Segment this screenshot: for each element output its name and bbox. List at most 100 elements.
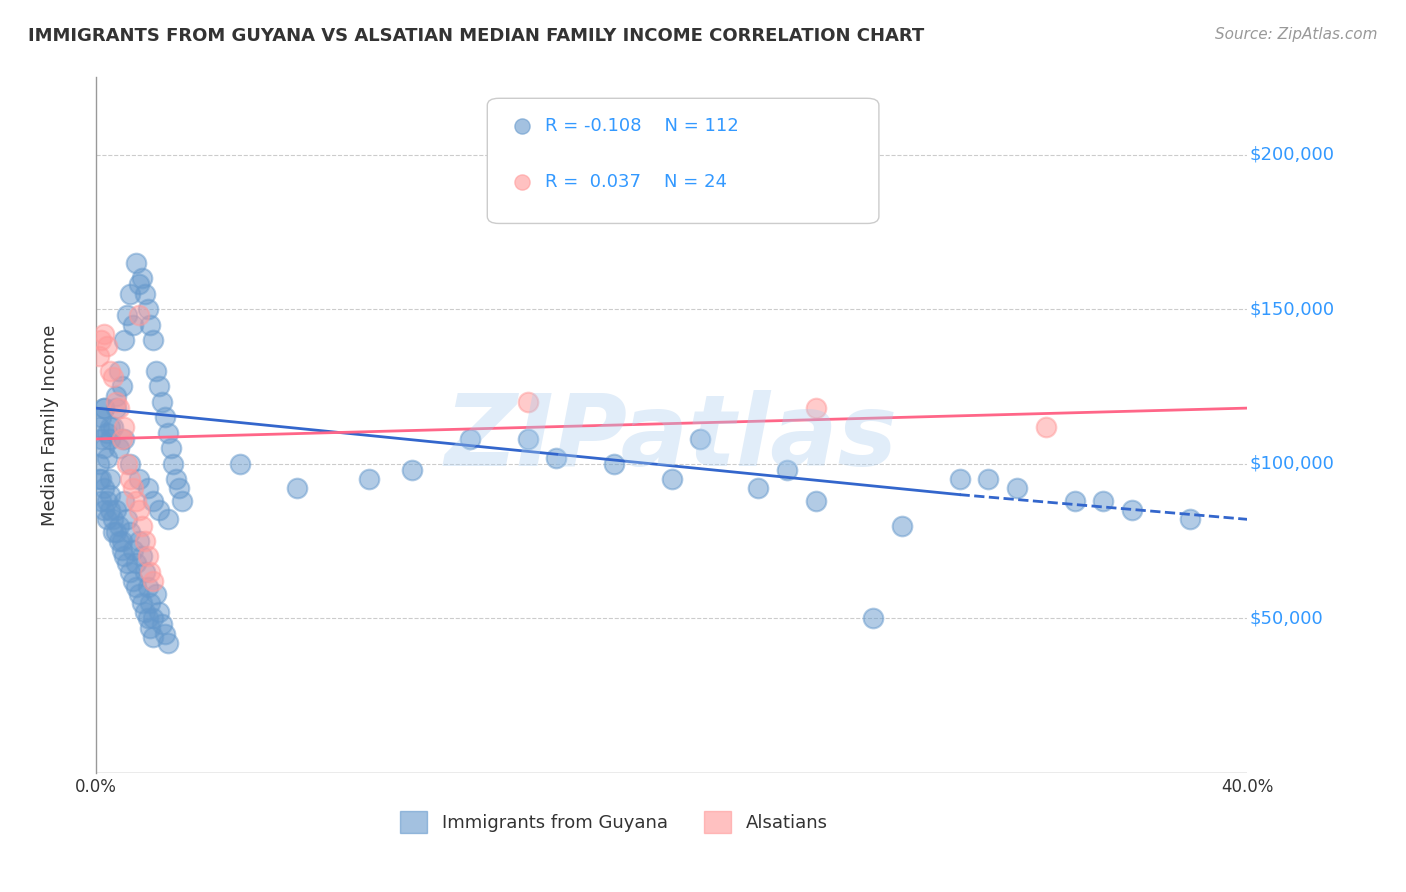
- Point: [87, 349, 110, 363]
- Point: [977, 472, 1000, 486]
- Point: [125, 493, 148, 508]
- Point: [128, 503, 150, 517]
- Text: R =  0.037    N = 24: R = 0.037 N = 24: [546, 173, 727, 191]
- Text: $100,000: $100,000: [1250, 455, 1334, 473]
- Point: [131, 271, 153, 285]
- Point: [145, 364, 167, 378]
- Point: [131, 549, 153, 564]
- Point: [96, 425, 118, 440]
- Point: [804, 401, 827, 416]
- Point: [96, 493, 118, 508]
- Point: [165, 472, 187, 486]
- Point: [776, 463, 799, 477]
- Point: [134, 605, 156, 619]
- Point: [98, 364, 121, 378]
- Text: IMMIGRANTS FROM GUYANA VS ALSATIAN MEDIAN FAMILY INCOME CORRELATION CHART: IMMIGRANTS FROM GUYANA VS ALSATIAN MEDIA…: [28, 27, 924, 45]
- Point: [1035, 419, 1057, 434]
- Point: [93, 326, 115, 341]
- Point: [128, 586, 150, 600]
- FancyBboxPatch shape: [488, 98, 879, 224]
- Point: [142, 630, 165, 644]
- Point: [148, 605, 170, 619]
- Point: [107, 518, 129, 533]
- Point: [131, 518, 153, 533]
- Point: [111, 533, 134, 548]
- Point: [96, 450, 118, 465]
- Point: [114, 432, 136, 446]
- Point: [862, 611, 884, 625]
- Point: [1150, 765, 1173, 780]
- Point: [104, 524, 127, 539]
- Point: [90, 472, 112, 486]
- Point: [87, 472, 110, 486]
- Point: [96, 339, 118, 353]
- Point: [122, 543, 145, 558]
- Point: [98, 503, 121, 517]
- Point: [128, 277, 150, 292]
- Point: [122, 574, 145, 589]
- Point: [107, 533, 129, 548]
- Point: [117, 512, 139, 526]
- Point: [128, 309, 150, 323]
- Point: [90, 333, 112, 347]
- Point: [120, 472, 142, 486]
- Point: [1063, 493, 1085, 508]
- Point: [153, 410, 176, 425]
- Point: [114, 493, 136, 508]
- Point: [93, 503, 115, 517]
- Point: [747, 482, 769, 496]
- Point: [148, 379, 170, 393]
- Point: [96, 512, 118, 526]
- Point: [131, 596, 153, 610]
- Point: [125, 256, 148, 270]
- Point: [139, 596, 162, 610]
- Point: [134, 565, 156, 579]
- Point: [107, 401, 129, 416]
- Point: [128, 472, 150, 486]
- Point: [603, 457, 626, 471]
- Point: [458, 432, 481, 446]
- Text: $50,000: $50,000: [1250, 609, 1323, 627]
- Point: [104, 395, 127, 409]
- Text: ZIPatlas: ZIPatlas: [446, 391, 898, 488]
- Point: [93, 401, 115, 416]
- Text: Source: ZipAtlas.com: Source: ZipAtlas.com: [1215, 27, 1378, 42]
- Point: [98, 472, 121, 486]
- Point: [516, 395, 538, 409]
- Point: [117, 556, 139, 570]
- Point: [1150, 765, 1173, 780]
- Point: [159, 442, 181, 456]
- Point: [117, 457, 139, 471]
- Point: [162, 457, 184, 471]
- Text: $200,000: $200,000: [1250, 145, 1334, 164]
- Point: [139, 318, 162, 332]
- Point: [156, 425, 179, 440]
- Point: [104, 401, 127, 416]
- Point: [120, 286, 142, 301]
- Point: [90, 493, 112, 508]
- Point: [104, 503, 127, 517]
- Point: [114, 419, 136, 434]
- Point: [87, 457, 110, 471]
- Point: [101, 512, 124, 526]
- Point: [1005, 482, 1028, 496]
- Point: [111, 543, 134, 558]
- Point: [948, 472, 970, 486]
- Point: [156, 636, 179, 650]
- Point: [516, 432, 538, 446]
- Point: [172, 493, 194, 508]
- Point: [689, 432, 711, 446]
- Point: [228, 457, 250, 471]
- Point: [111, 432, 134, 446]
- Point: [128, 533, 150, 548]
- Point: [101, 370, 124, 384]
- Point: [804, 493, 827, 508]
- Point: [139, 565, 162, 579]
- Point: [136, 549, 159, 564]
- Point: [150, 395, 173, 409]
- Point: [142, 333, 165, 347]
- Point: [139, 620, 162, 634]
- Point: [93, 401, 115, 416]
- Point: [125, 556, 148, 570]
- Text: $150,000: $150,000: [1250, 301, 1334, 318]
